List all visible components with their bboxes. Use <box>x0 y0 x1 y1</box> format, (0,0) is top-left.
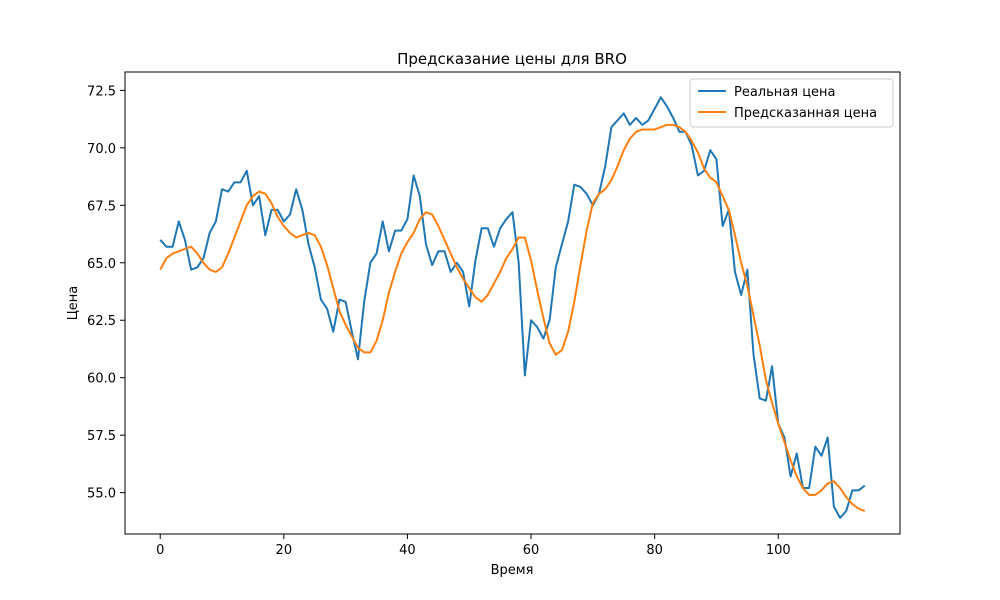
x-tick-label: 100 <box>766 543 791 558</box>
y-tick-label: 67.5 <box>87 199 116 214</box>
chart-title: Предсказание цены для BRO <box>397 50 627 68</box>
plot-frame <box>124 71 901 535</box>
series-line-0 <box>159 96 866 519</box>
x-tick-label: 20 <box>276 543 293 558</box>
x-tick-label: 80 <box>646 543 663 558</box>
y-axis-title: Цена <box>66 286 81 321</box>
legend-label-predicted-price: Предсказанная цена <box>734 106 877 121</box>
y-tick-label: 60.0 <box>87 372 116 387</box>
x-tick-label: 0 <box>156 543 164 558</box>
legend-box <box>689 78 894 128</box>
x-axis-ticks: 0 20 40 60 80 100 <box>156 534 791 558</box>
y-tick-label: 57.5 <box>87 429 116 444</box>
y-tick-label: 72.5 <box>87 84 116 99</box>
y-axis-ticks: 55.0 57.5 60.0 62.5 65.0 67.5 70.0 72.5 <box>87 84 125 502</box>
legend: Реальная цена Предсказанная цена <box>689 78 894 128</box>
y-tick-label: 62.5 <box>87 314 116 329</box>
x-tick-label: 60 <box>523 543 540 558</box>
series-line-1 <box>159 123 866 512</box>
legend-label-real-price: Реальная цена <box>734 85 836 100</box>
y-tick-label: 55.0 <box>87 487 116 502</box>
x-axis-title: Время <box>491 563 534 578</box>
plot-lines <box>159 96 866 519</box>
y-tick-label: 70.0 <box>87 142 116 157</box>
x-tick-label: 40 <box>399 543 416 558</box>
y-tick-label: 65.0 <box>87 257 116 272</box>
